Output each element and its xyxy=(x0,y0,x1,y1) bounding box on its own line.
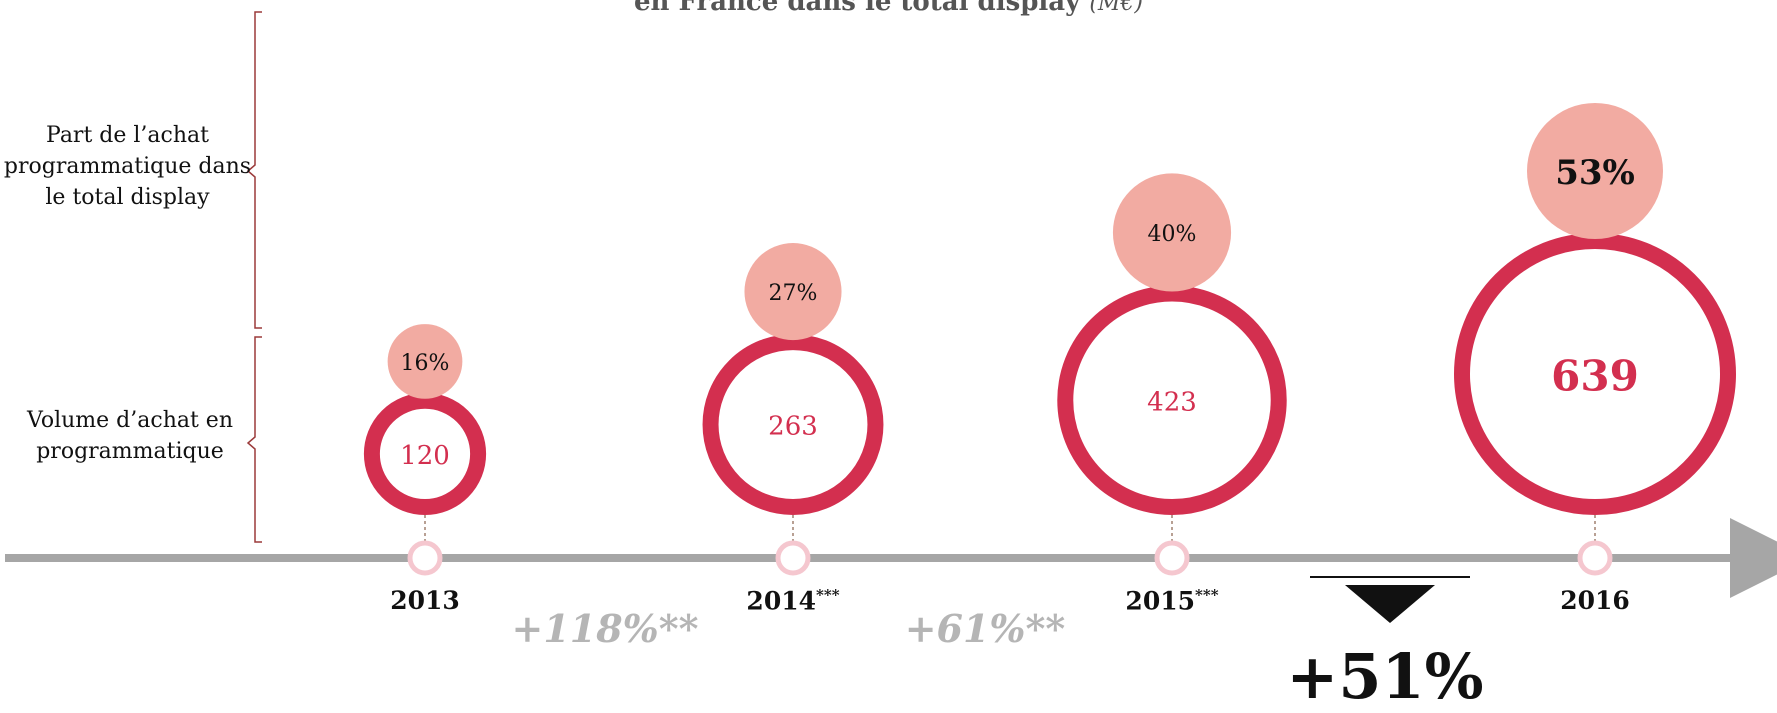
year-text-2014: 2014 xyxy=(746,586,817,616)
share-bubble-2015 xyxy=(1112,173,1232,292)
axis-marker-2015 xyxy=(1154,540,1190,576)
share-label-2013: 16% xyxy=(401,351,450,376)
share-label-2015: 40% xyxy=(1148,222,1197,247)
share-row-label: Part de l’achat programmatique dans le t… xyxy=(3,123,252,210)
year-text-2016: 2016 xyxy=(1560,586,1630,615)
total-growth-label: +51% xyxy=(1286,640,1484,713)
year-text-2015: 2015 xyxy=(1125,586,1196,616)
volume-ring-2015 xyxy=(1057,285,1287,515)
year-suffix-2015: *** xyxy=(1195,586,1219,604)
year-label-2013: 2013 xyxy=(390,586,460,615)
volume-ring-2014 xyxy=(702,334,884,515)
year-label-2015: 2015*** xyxy=(1125,586,1218,615)
volume-ring-2013 xyxy=(363,392,487,516)
volume-row-label: Volume d’achat en programmatique xyxy=(26,408,233,464)
share-bubble-2016 xyxy=(1527,103,1663,239)
growth-label-2014-2015: +61%** xyxy=(904,606,1066,651)
axis-marker-2016 xyxy=(1577,540,1613,576)
volume-label-2015: 423 xyxy=(1147,387,1197,417)
growth-label-2013-2014: +118%** xyxy=(511,606,699,651)
total-growth-triangle xyxy=(1345,585,1435,623)
volume-label-2016: 639 xyxy=(1551,352,1639,401)
volume-label-2013: 120 xyxy=(400,441,450,471)
year-text-2013: 2013 xyxy=(390,586,460,615)
axis-marker-2013 xyxy=(407,540,443,576)
share-bubble-2013 xyxy=(387,324,463,399)
chart-title: en France dans le total display (M€) xyxy=(633,0,1144,17)
share-label-2016: 53% xyxy=(1555,153,1635,193)
volume-bracket xyxy=(246,336,262,543)
volume-label-2014: 263 xyxy=(768,412,818,442)
share-bubble-2014 xyxy=(744,243,842,341)
volume-ring-2016 xyxy=(1454,233,1736,515)
share-label-2014: 27% xyxy=(769,281,818,306)
axis-marker-2014 xyxy=(775,540,811,576)
share-bracket xyxy=(246,11,262,329)
year-label-2014: 2014*** xyxy=(746,586,839,615)
year-suffix-2014: *** xyxy=(816,586,840,604)
year-label-2016: 2016 xyxy=(1560,586,1630,615)
